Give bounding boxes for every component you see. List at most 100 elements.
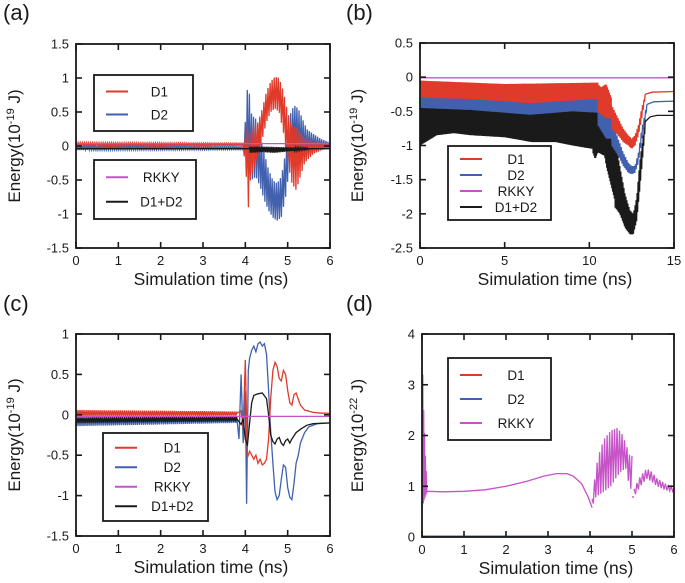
y-tick-label: -1 — [57, 207, 69, 222]
y-tick-label: 1.5 — [51, 37, 69, 52]
x-axis-label: Simulation time (ns) — [134, 557, 289, 577]
series-D1 — [76, 77, 330, 208]
x-tick-label: 6 — [670, 542, 677, 557]
legend-label-RKKY: RKKY — [154, 480, 191, 495]
x-tick-label: 4 — [242, 253, 249, 268]
legend-label-D2: D2 — [151, 107, 168, 122]
tick-marks — [419, 42, 675, 249]
curve-D1 — [76, 140, 244, 149]
curve-D1 — [76, 409, 238, 417]
y-tick-label: -0.5 — [47, 173, 69, 188]
y-tick-label: -0.5 — [47, 448, 69, 463]
y-tick-label: 0 — [408, 530, 415, 545]
y-tick-label: 1 — [62, 71, 69, 86]
x-tick-label: 1 — [115, 253, 122, 268]
plot-a: 0 1 2 3 4 5 6 1.5 1 0.5 0 -0.5 -1 -1.5 Simulation time… — [5, 37, 334, 290]
y-tick-label: -1.5 — [47, 529, 69, 544]
x-tick-label: 1 — [460, 542, 467, 557]
tick-marks — [75, 333, 331, 537]
x-axis-label: Simulation time (ns) — [134, 269, 289, 289]
y-tick-label: -0.5 — [391, 104, 413, 119]
panel-c-letter: (c) — [3, 291, 29, 316]
x-tick-label: 5 — [501, 253, 508, 268]
legend: D1 D2 RKKY — [447, 357, 552, 441]
series-D1 — [420, 80, 674, 149]
y-tick-label: 4 — [408, 327, 415, 342]
curve-D1+D2 — [248, 145, 310, 154]
panel-d: 0 1 2 3 4 5 6 4 3 2 1 0 Simulation time (ns) Energy(1… — [343, 291, 685, 583]
x-tick-label: 3 — [544, 542, 551, 557]
plot-d: 0 1 2 3 4 5 6 4 3 2 1 0 Simulation time (ns) Energy(1… — [348, 327, 678, 579]
x-tick-label: 3 — [199, 253, 206, 268]
panel-c: 0 1 2 3 4 5 6 1 0.5 0 -0.5 -1 -1.5 Simulation time (n… — [0, 291, 343, 583]
curve-D1 — [597, 83, 612, 119]
x-tick-label: 2 — [157, 541, 164, 556]
legend-label-D1+D2: D1+D2 — [140, 195, 182, 210]
x-tick-label: 5 — [628, 542, 635, 557]
tick-marks — [421, 333, 675, 538]
legend-box — [93, 74, 194, 132]
legend-label-D2: D2 — [507, 168, 524, 183]
x-tick-label: 4 — [242, 541, 249, 556]
y-tick-label: -1.5 — [391, 172, 413, 187]
plot-b: 0 5 10 15 0.5 0 -0.5 -1 -1.5 -2 -2.5 Simulation tim… — [348, 36, 681, 290]
x-tick-label: 0 — [72, 541, 79, 556]
curve-D1+D2 — [236, 392, 330, 447]
plot-c: 0 1 2 3 4 5 6 1 0.5 0 -0.5 -1 -1.5 Simulation time (n… — [5, 327, 334, 578]
y-tick-label: 0 — [62, 407, 69, 422]
legend-label-D2: D2 — [507, 392, 524, 407]
y-tick-label: 0 — [406, 70, 413, 85]
y-axis-label: Energy(10-19 J) — [348, 89, 367, 202]
legend-label-D1: D1 — [151, 84, 168, 99]
x-tick-label: 1 — [115, 541, 122, 556]
curve-RKKY — [426, 472, 593, 508]
curve-D2 — [646, 100, 674, 106]
x-axis-label: Simulation time (ns) — [479, 558, 634, 578]
legend: RKKY D1+D2 — [93, 159, 197, 220]
curve-D1 — [242, 77, 330, 208]
curve-RKKY — [591, 427, 633, 504]
y-tick-label: 0.5 — [51, 105, 69, 120]
panel-b: 0 5 10 15 0.5 0 -0.5 -1 -1.5 -2 -2.5 Simulation tim… — [343, 0, 685, 291]
curve-RKKY — [631, 495, 635, 498]
y-tick-label: 2 — [408, 428, 415, 443]
legend-label-D1: D1 — [164, 441, 181, 456]
legend-label-RKKY: RKKY — [498, 184, 535, 199]
legend-label-RKKY: RKKY — [143, 170, 180, 185]
curve-D2 — [236, 341, 330, 504]
y-tick-label: -1 — [401, 138, 413, 153]
legend-label-D1+D2: D1+D2 — [495, 200, 537, 215]
curve-D1 — [236, 359, 330, 466]
x-tick-label: 6 — [326, 541, 333, 556]
legend: D1 D2 — [93, 74, 194, 132]
series-D1 — [76, 359, 330, 466]
y-tick-label: 0.5 — [395, 36, 413, 51]
y-axis-label: Energy(10-19 J) — [5, 89, 24, 202]
panel-b-letter: (b) — [346, 0, 373, 25]
panel-a: 0 1 2 3 4 5 6 1.5 1 0.5 0 -0.5 -1 -1.5 Simulation time… — [0, 0, 343, 291]
y-axis-label: Energy(10-19 J) — [5, 378, 24, 491]
y-tick-label: -2 — [401, 206, 413, 221]
y-tick-label: 1 — [408, 479, 415, 494]
tick-marks — [75, 43, 331, 249]
y-axis-label: Energy(10-22 J) — [348, 379, 367, 492]
legend-label-RKKY: RKKY — [498, 416, 535, 431]
curve-D1 — [420, 80, 599, 104]
legend-box — [93, 159, 197, 220]
panel-d-letter: (d) — [346, 291, 373, 316]
curve-D1 — [610, 94, 646, 149]
legend-label-D1: D1 — [507, 368, 524, 383]
y-tick-label: 1 — [62, 327, 69, 342]
y-tick-label: 3 — [408, 377, 415, 392]
x-tick-label: 5 — [284, 253, 291, 268]
curve-D2 — [610, 104, 648, 175]
legend-label-D1: D1 — [507, 152, 524, 167]
x-tick-label: 15 — [667, 253, 681, 268]
curve-D1+D2 — [614, 119, 646, 235]
y-tick-label: -2.5 — [391, 241, 413, 256]
y-tick-label: 0 — [62, 139, 69, 154]
curve-RKKY — [633, 469, 674, 495]
